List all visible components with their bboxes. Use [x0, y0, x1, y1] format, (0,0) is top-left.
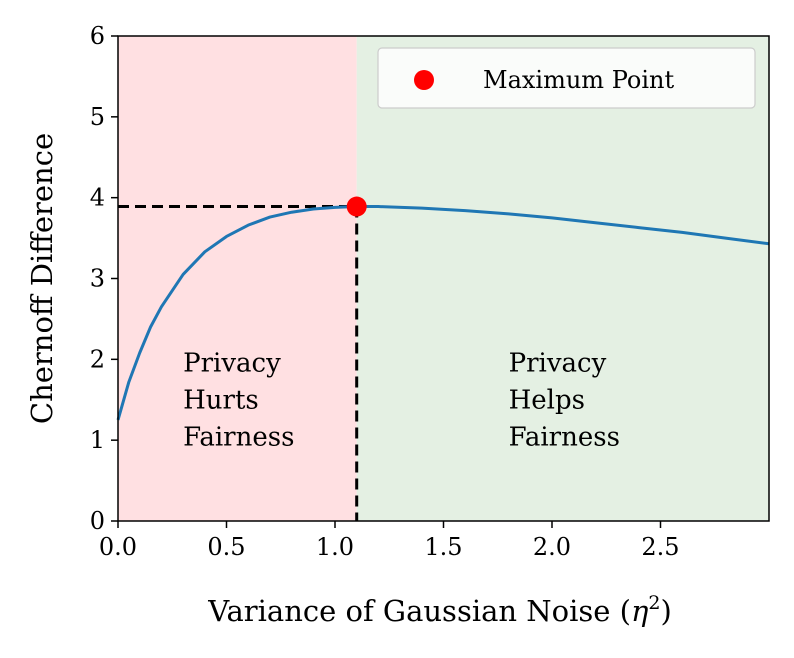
- region-0-background: [118, 36, 357, 521]
- y-tick-label: 1: [90, 426, 105, 454]
- y-axis-label: Chernoff Difference: [25, 133, 59, 424]
- legend-marker-maximum-point: [414, 70, 434, 90]
- x-tick-label: 0.5: [207, 533, 245, 561]
- region-labels: Privacy Hurts Fairness Privacy Helps Fairness: [183, 348, 620, 452]
- x-tick-label: 2.5: [641, 533, 679, 561]
- x-axis-label-prefix: Variance of Gaussian Noise (: [207, 594, 631, 628]
- y-tick-label: 2: [90, 345, 105, 373]
- x-tick-label: 2.0: [533, 533, 571, 561]
- region-backgrounds: [118, 36, 769, 521]
- region-0-label-line: Hurts: [183, 385, 259, 415]
- y-tick-label: 5: [90, 103, 105, 131]
- region-0-label-line: Privacy: [183, 348, 281, 378]
- y-tick-label: 0: [90, 507, 105, 535]
- region-0-label: Privacy Hurts Fairness: [183, 348, 294, 452]
- x-axis-label-symbol: η: [631, 594, 649, 628]
- region-1-label: Privacy Helps Fairness: [509, 348, 620, 452]
- x-tick-label: 0.0: [99, 533, 137, 561]
- legend-box: [377, 47, 756, 109]
- x-axis: 0.0 0.5 1.0 1.5 2.0 2.5: [99, 521, 680, 561]
- legend-label-maximum-point: Maximum Point: [483, 66, 674, 94]
- x-tick-label: 1.0: [316, 533, 354, 561]
- maximum-guide-lines: [118, 205, 359, 521]
- legend: Maximum Point: [377, 47, 756, 109]
- y-axis: 0 1 2 3 4 5 6: [90, 22, 118, 535]
- region-1-background: [356, 36, 769, 521]
- x-axis-label-superscript: 2: [648, 592, 660, 614]
- x-tick-label: 1.5: [424, 533, 462, 561]
- x-axis-label: Variance of Gaussian Noise (η2): [207, 592, 672, 628]
- y-tick-label: 3: [90, 265, 105, 293]
- y-tick-label: 4: [90, 184, 105, 212]
- region-1-label-line: Fairness: [509, 422, 620, 452]
- y-tick-label: 6: [90, 22, 105, 50]
- series-0-line: [116, 205, 770, 421]
- x-axis-label-suffix: ): [660, 594, 671, 628]
- region-1-label-line: Privacy: [509, 348, 607, 378]
- maximum-point-marker: [346, 196, 367, 217]
- points-layer: [346, 196, 367, 217]
- series-layer: [116, 205, 770, 421]
- region-0-label-line: Fairness: [183, 422, 294, 452]
- region-1-label-line: Helps: [509, 385, 585, 415]
